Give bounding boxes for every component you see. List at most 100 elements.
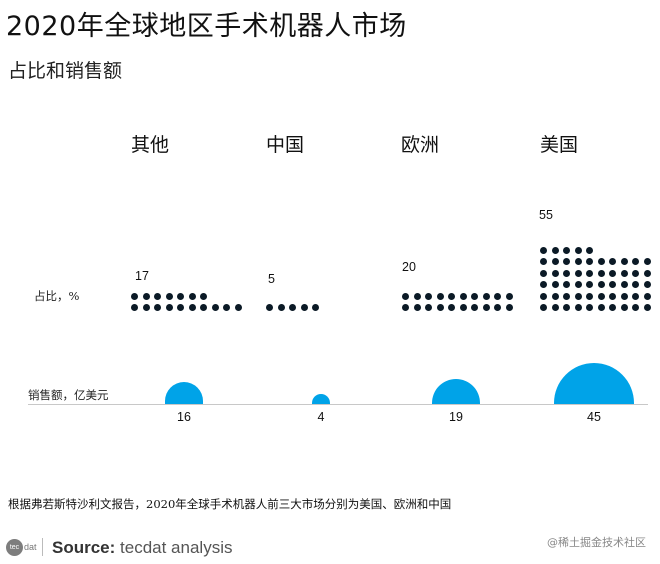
share-dot [563,258,570,265]
share-dot [540,258,547,265]
share-value-china: 5 [268,272,275,286]
share-dot [632,258,639,265]
logo-circle-icon: tec [6,538,23,556]
sales-semicircle-china [312,394,330,404]
share-dot [643,281,651,288]
baseline-axis [28,404,648,405]
watermark: @稀土掘金技术社区 [547,536,646,549]
share-dot [643,258,651,265]
share-dot [234,304,242,311]
share-dot [632,281,639,288]
share-dot [505,304,513,311]
share-dot [402,304,409,311]
share-dot [597,258,605,265]
share-dot [597,269,605,277]
share-dot [563,269,570,277]
category-label-europe: 欧洲 [401,134,440,156]
share-dot [563,246,570,254]
share-dot [632,304,639,311]
logo-text: dat [24,542,37,552]
share-dot [620,269,628,277]
share-dot [165,304,173,311]
share-dot [620,258,628,265]
share-dot [597,281,605,288]
share-dot [574,281,582,288]
chart-title: 2020年全球地区手术机器人市场 [6,11,407,42]
share-dot [586,246,593,254]
share-dot [188,304,196,311]
share-dot [609,281,616,288]
share-dot [574,246,582,254]
share-dot [551,246,559,254]
sales-semicircle-other [165,382,203,404]
footnote: 根据弗若斯特沙利文报告，2020年全球手术机器人前三大市场分别为美国、欧洲和中国 [8,497,452,511]
share-dot [425,304,432,311]
share-dot [436,292,444,300]
share-dot [482,304,490,311]
share-dot [643,292,651,300]
share-dot [436,304,444,311]
share-dot [540,292,547,300]
sales-value-europe: 19 [449,410,463,424]
share-dot [551,304,559,311]
share-dot [505,292,513,300]
category-label-china: 中国 [266,134,305,156]
share-dot [643,269,651,277]
share-dot [448,292,455,300]
row-label-sales: 销售额，亿美元 [28,388,109,402]
share-dot [277,304,285,311]
share-dot [574,292,582,300]
share-dot [471,292,478,300]
share-dot [609,304,616,311]
share-dot [574,304,582,311]
share-dot [188,292,196,300]
share-dot [200,292,207,300]
share-dot [563,304,570,311]
share-dot [300,304,308,311]
share-dot [165,292,173,300]
share-dot [131,304,138,311]
share-dot [266,304,273,311]
share-dot [609,292,616,300]
sales-semicircle-usa [554,363,634,404]
source-value: tecdat analysis [115,538,233,557]
share-dot [574,269,582,277]
share-dot [413,304,421,311]
category-label-other: 其他 [131,134,170,156]
sales-value-china: 4 [317,410,325,424]
row-label-share: 占比，% [34,289,80,303]
share-value-other: 17 [135,269,149,283]
share-dot [223,304,230,311]
share-dot [586,258,593,265]
share-dot [632,292,639,300]
share-dot [632,269,639,277]
share-dot [586,269,593,277]
tecdat-logo: tec dat [6,538,43,556]
share-dot [540,246,547,254]
share-dot [597,304,605,311]
share-dot [609,269,616,277]
share-dot [177,292,184,300]
share-dot [574,258,582,265]
share-dot [551,292,559,300]
share-dot [563,281,570,288]
share-dot [154,292,161,300]
share-dot [540,304,547,311]
share-dot [540,281,547,288]
share-dot [494,304,501,311]
share-dot [177,304,184,311]
category-label-usa: 美国 [540,134,579,156]
share-dot [142,304,150,311]
share-dot [312,304,319,311]
share-value-europe: 20 [402,260,416,274]
source-line: Source: tecdat analysis [52,538,232,558]
share-dot [200,304,207,311]
share-dot [563,292,570,300]
share-dot [131,292,138,300]
source-label: Source: [52,538,116,557]
share-dot [643,304,651,311]
share-dot [211,304,219,311]
logo-separator [41,538,43,556]
share-dot [482,292,490,300]
share-dot [620,281,628,288]
